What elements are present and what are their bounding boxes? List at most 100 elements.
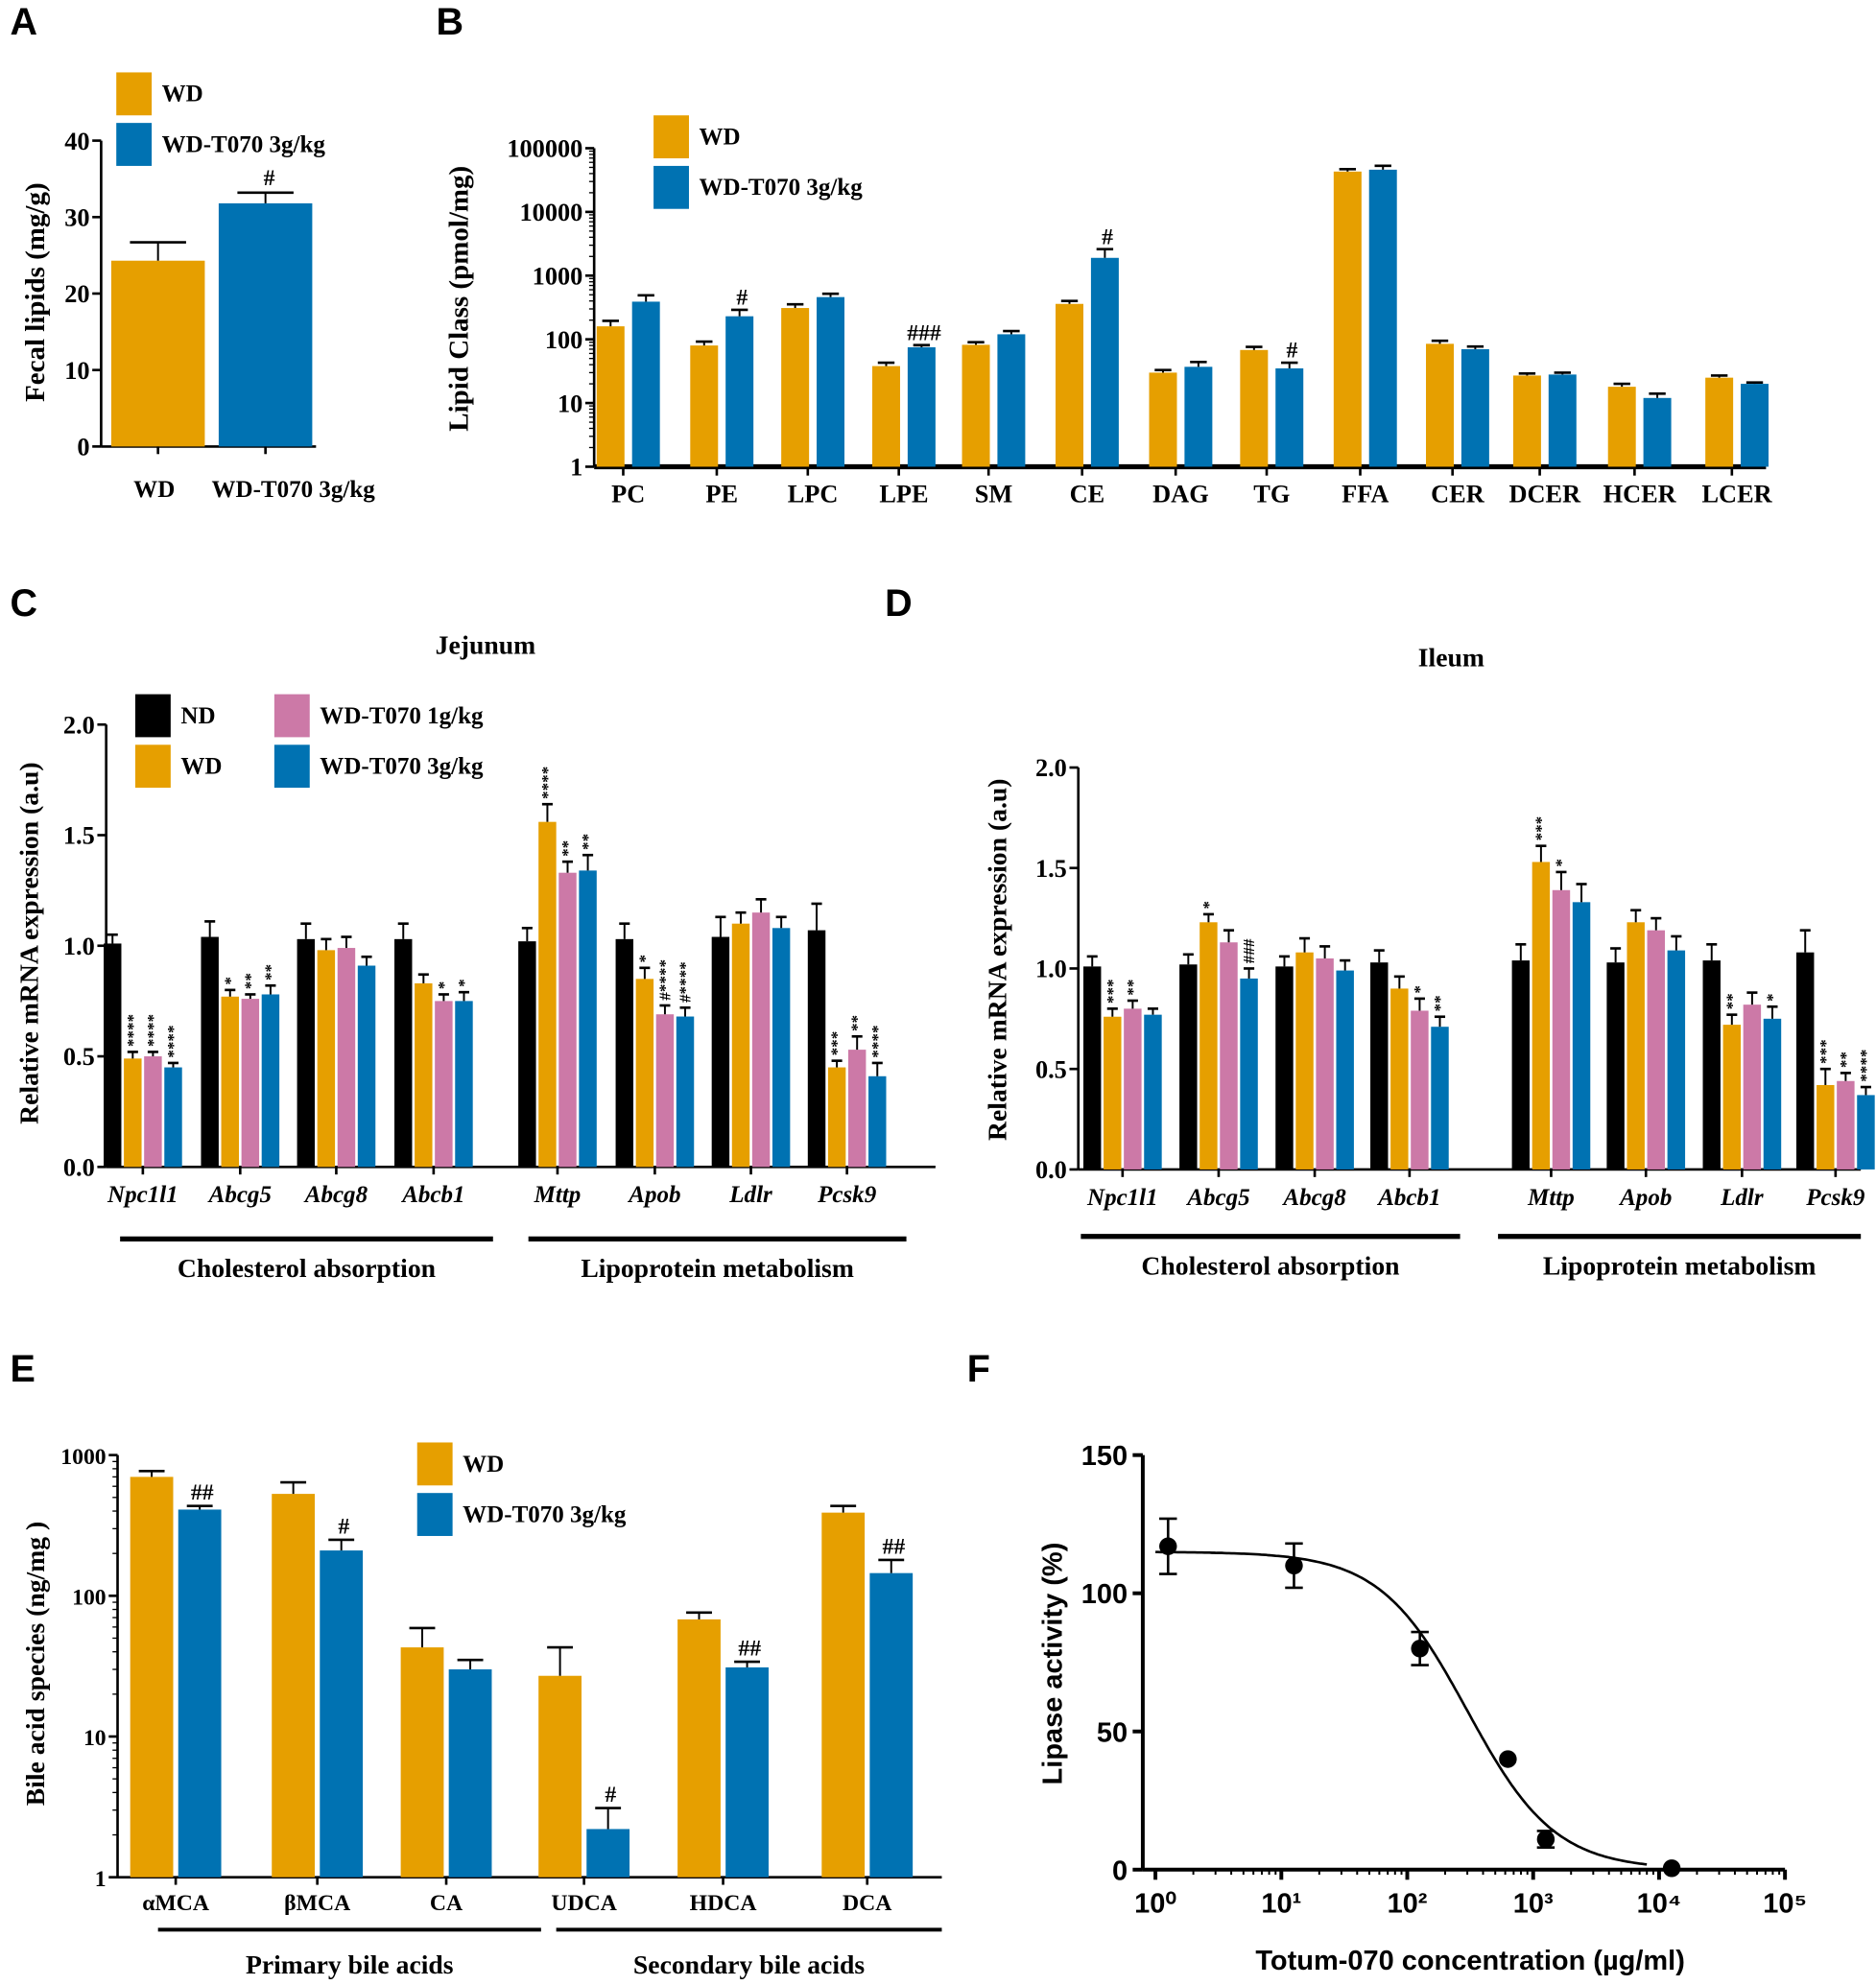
bar-abcb1-wd-t070-3g-kg: [1431, 1027, 1449, 1170]
bar-abcg8-wd: [317, 950, 336, 1168]
x-tick-label: Abcg5: [207, 1182, 272, 1208]
group-bracket: [1080, 1234, 1460, 1240]
bar-udca-wd-t070: [586, 1829, 630, 1878]
x-tick-label: WD-T070 3g/kg: [212, 477, 376, 503]
x-tick-label: Pcsk9: [817, 1182, 877, 1208]
x-tick-label: CER: [1431, 480, 1485, 508]
x-tick-label: 10⁴: [1637, 1889, 1682, 1920]
y-tick-label: 1.0: [63, 933, 95, 960]
y-tick-label: 10: [558, 390, 582, 417]
y-axis-label: Relative mRNA expression (a.u): [983, 779, 1012, 1141]
significance-mark: *: [1199, 901, 1218, 910]
bar-ldlr-wd-t070-1g-kg: [751, 912, 771, 1168]
legend-swatch: [653, 115, 689, 159]
y-tick-label: 1.5: [63, 822, 95, 850]
bar-dag-wd-t070: [1184, 366, 1213, 467]
significance-mark: ****: [1857, 1050, 1875, 1082]
bar-abcb1-wd: [1390, 988, 1409, 1170]
data-point: [1499, 1750, 1517, 1768]
bar-pe-wd: [690, 345, 719, 467]
y-tick-label: 0: [1112, 1855, 1128, 1886]
significance-mark: *: [635, 955, 653, 963]
significance-mark: **: [1837, 1052, 1855, 1068]
bar-abcg5-wd-t070-1g-kg: [241, 999, 260, 1168]
y-tick-label: 10: [83, 1726, 107, 1751]
bar-npc1l1-nd: [104, 943, 122, 1168]
significance-mark: #: [1286, 339, 1297, 364]
x-tick-label: Mttp: [534, 1182, 582, 1208]
x-tick-label: Apob: [627, 1182, 680, 1208]
bar-lpe-wd: [871, 366, 900, 467]
legend-swatch: [134, 694, 171, 738]
x-tick-label: PC: [611, 480, 645, 508]
significance-mark: **: [1722, 993, 1741, 1009]
significance-mark: ****: [164, 1025, 182, 1057]
bar-mttp-wd: [1532, 862, 1551, 1170]
bar-abcg8-nd: [297, 938, 316, 1168]
y-tick-label: 0.0: [63, 1154, 95, 1182]
bar-dca-wd: [821, 1512, 866, 1878]
bar-pcsk9-wd-t070-1g-kg: [1837, 1080, 1855, 1170]
significance-mark: **: [848, 1015, 867, 1031]
bar-apob-nd: [1606, 962, 1625, 1170]
y-tick-label: 0.5: [63, 1043, 95, 1071]
legend-swatch: [653, 165, 689, 209]
y-axis-label: Bile acid species (ng/mg ): [20, 1522, 50, 1807]
y-tick-label: 100: [72, 1586, 107, 1611]
bar-npc1l1-wd: [1104, 1016, 1122, 1170]
x-tick-label: βMCA: [284, 1891, 350, 1916]
x-tick-label: Ldlr: [728, 1182, 772, 1208]
bar-αmca-wd: [130, 1477, 174, 1878]
data-point: [1411, 1640, 1429, 1658]
significance-mark: ***: [1817, 1039, 1835, 1064]
significance-mark: ##: [738, 1636, 761, 1661]
bar-lcer-wd-t070: [1741, 384, 1769, 467]
y-axis-label: Lipase activity (%): [1038, 1543, 1069, 1785]
bar-apob-nd: [615, 938, 634, 1168]
y-tick-label: 1: [95, 1867, 107, 1892]
significance-mark: #: [264, 166, 275, 191]
significance-mark: *: [455, 979, 473, 987]
bar-abcg5-wd-t070-1g-kg: [1220, 942, 1238, 1170]
panel-label-c: C: [11, 582, 38, 625]
bar-abcg5-wd: [1199, 922, 1218, 1170]
bar-ce-wd-t070: [1090, 257, 1119, 467]
bar-pc-wd: [596, 326, 625, 467]
legend-swatch: [416, 1493, 453, 1536]
bar-dca-wd-t070: [869, 1572, 914, 1878]
x-tick-label: Apob: [1618, 1185, 1672, 1211]
bar-mttp-wd-t070-1g-kg: [558, 872, 577, 1168]
bar-ce-wd: [1056, 303, 1083, 467]
y-tick-label: 100: [1081, 1579, 1128, 1610]
legend-label: WD-T070 3g/kg: [700, 175, 864, 201]
bar-ffa-wd: [1333, 171, 1362, 467]
y-tick-label: 100000: [507, 135, 582, 163]
data-point: [1285, 1556, 1303, 1575]
group-label: Lipoprotein metabolism: [581, 1253, 854, 1283]
bar-udca-wd: [538, 1675, 582, 1878]
bar-npc1l1-nd: [1082, 966, 1102, 1170]
data-point: [1159, 1537, 1177, 1555]
panel-label-b: B: [436, 1, 463, 43]
bar-pcsk9-wd-t070-1g-kg: [847, 1050, 867, 1168]
x-axis-label: Totum-070 concentration (µg/ml): [1255, 1946, 1685, 1976]
x-tick-label: HCER: [1603, 480, 1677, 508]
y-tick-label: 2.0: [1035, 754, 1067, 782]
significance-mark: ***: [1104, 979, 1122, 1004]
significance-mark: ***: [828, 1031, 846, 1056]
bar-pcsk9-wd: [1817, 1084, 1835, 1170]
significance-mark: **: [1431, 995, 1449, 1011]
x-tick-label: Mttp: [1527, 1185, 1575, 1211]
x-tick-label: DAG: [1152, 480, 1209, 508]
bar-abcg5-wd-t070-3g-kg: [1240, 978, 1258, 1170]
x-tick-label: Abcb1: [400, 1182, 464, 1208]
bar-apob-wd-t070-1g-kg: [1647, 930, 1665, 1170]
bar-npc1l1-wd-t070-3g-kg: [1144, 1014, 1162, 1170]
x-tick-label: Npc1l1: [107, 1182, 178, 1208]
group-bracket: [1498, 1234, 1862, 1240]
significance-mark: *: [1411, 985, 1429, 994]
legend-swatch: [116, 123, 153, 166]
bar-tg-wd: [1240, 349, 1269, 467]
chart-title: Jejunum: [436, 629, 536, 659]
x-tick-label: Abcg5: [1185, 1185, 1249, 1211]
